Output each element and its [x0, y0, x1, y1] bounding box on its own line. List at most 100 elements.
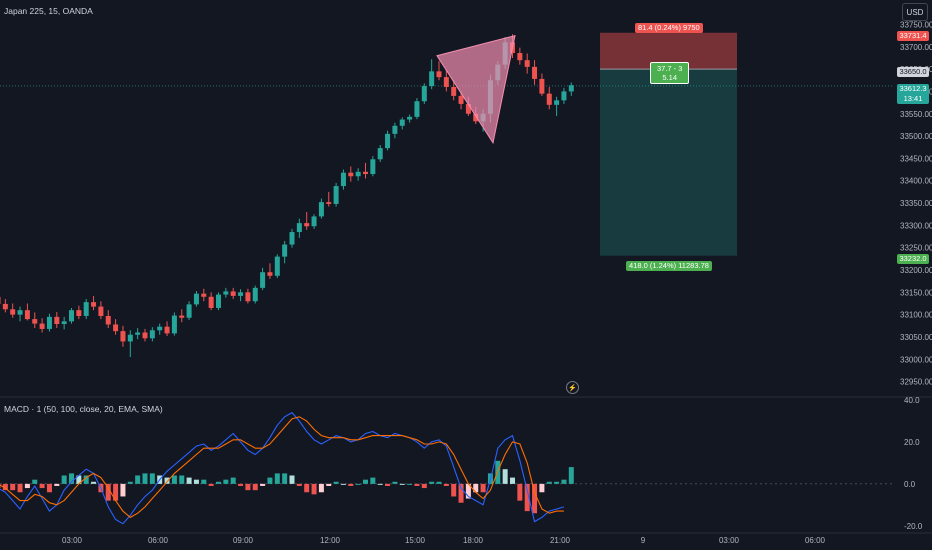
macd-tick-label: -20.0	[904, 522, 923, 531]
candle-body	[127, 334, 133, 342]
histogram-bar	[429, 481, 435, 484]
macd-tick-label: 40.0	[904, 396, 920, 405]
candle-body	[208, 296, 214, 308]
histogram-bar	[436, 481, 442, 484]
candle-body	[39, 323, 45, 329]
histogram-bar	[171, 475, 177, 484]
price-tick-label: 33550.00	[900, 110, 932, 119]
histogram-bar	[517, 483, 523, 501]
target-price-tag: 33232.0	[897, 254, 929, 264]
histogram-bar	[24, 483, 30, 489]
histogram-bar	[91, 481, 97, 484]
histogram-bar	[260, 483, 266, 486]
histogram-bar	[179, 475, 185, 484]
candle-body	[186, 304, 192, 318]
price-tick-label: 33500.00	[900, 132, 932, 141]
candle-body	[355, 171, 361, 177]
price-tick-label: 33400.00	[900, 177, 932, 186]
candle-body	[282, 244, 288, 257]
histogram-bar	[230, 477, 236, 484]
candle-body	[149, 330, 155, 339]
risk-reward-ratio[interactable]: 37.7 - 3 5.14	[650, 62, 690, 84]
histogram-bar	[274, 473, 280, 484]
time-tick-label: 18:00	[463, 536, 484, 545]
histogram-bar	[46, 483, 52, 493]
candle-body	[532, 66, 538, 79]
triangle-pattern	[436, 34, 516, 145]
histogram-bar	[17, 483, 23, 493]
stop-label: 81.4 (0.24%) 9750	[635, 23, 703, 33]
price-tick-label: 33750.00	[900, 20, 932, 29]
histogram-bar	[142, 473, 148, 484]
time-tick-label: 9	[641, 536, 646, 545]
candle-body	[421, 86, 427, 102]
histogram-bar	[0, 483, 1, 489]
histogram-bar	[524, 483, 530, 512]
time-tick-label: 03:00	[719, 536, 740, 545]
histogram-bar	[377, 483, 383, 485]
histogram-bar	[502, 469, 508, 484]
histogram-bar	[135, 475, 141, 484]
candle-body	[326, 202, 332, 204]
histogram-bar	[414, 483, 420, 486]
candle-body	[230, 291, 236, 296]
price-tick-label: 33100.00	[900, 311, 932, 320]
candle-body	[443, 77, 449, 87]
candle-body	[473, 113, 479, 122]
candle-body	[260, 272, 266, 288]
histogram-bar	[201, 479, 207, 484]
candle-body	[2, 303, 8, 310]
candle-body	[46, 316, 52, 329]
candle-body	[340, 172, 346, 187]
histogram-bar	[120, 483, 126, 497]
histogram-bar	[363, 479, 368, 484]
histogram-bar	[443, 483, 449, 486]
price-tick-label: 33000.00	[900, 355, 932, 364]
candle-body	[179, 315, 185, 318]
candle-body	[377, 148, 383, 160]
histogram-bar	[568, 467, 574, 484]
candle-body	[83, 302, 89, 316]
candle-body	[363, 171, 368, 175]
candle-body	[370, 159, 376, 175]
time-tick-label: 12:00	[320, 536, 341, 545]
histogram-bar	[83, 475, 89, 484]
histogram-bar	[32, 479, 38, 484]
price-tick-label: 33250.00	[900, 244, 932, 253]
histogram-bar	[2, 483, 8, 491]
indicator-title[interactable]: MACD · 1 (50, 100, close, 20, EMA, SMA)	[4, 404, 163, 414]
symbol-title[interactable]: Japan 225, 15, OANDA	[4, 6, 93, 16]
candle-body	[267, 272, 273, 276]
candle-body	[311, 216, 317, 227]
histogram-bar	[282, 473, 288, 484]
histogram-bar	[480, 483, 486, 493]
histogram-bar	[311, 483, 317, 495]
lightning-icon[interactable]: ⚡	[566, 381, 579, 394]
time-tick-label: 03:00	[62, 536, 83, 545]
histogram-bar	[216, 481, 221, 484]
time-tick-label: 15:00	[405, 536, 426, 545]
candle-body	[171, 315, 177, 334]
histogram-bar	[127, 481, 133, 484]
histogram-bar	[223, 479, 229, 484]
candle-body	[436, 71, 442, 78]
histogram-bar	[304, 483, 310, 493]
candle-body	[465, 103, 471, 114]
histogram-bar	[546, 481, 552, 484]
candle-body	[10, 309, 16, 315]
price-tick-label: 33050.00	[900, 333, 932, 342]
candle-body	[164, 326, 170, 334]
histogram-bar	[473, 483, 479, 493]
histogram-bar	[554, 481, 560, 484]
target-zone	[600, 69, 737, 256]
candle-body	[32, 319, 38, 324]
histogram-bar	[348, 483, 354, 486]
candle-body	[517, 53, 523, 61]
candle-body	[348, 172, 354, 177]
macd-line	[0, 411, 565, 525]
histogram-bar	[532, 483, 538, 514]
candle-body	[193, 293, 199, 305]
currency-button[interactable]: USD	[902, 3, 928, 21]
histogram-bar	[458, 483, 464, 503]
